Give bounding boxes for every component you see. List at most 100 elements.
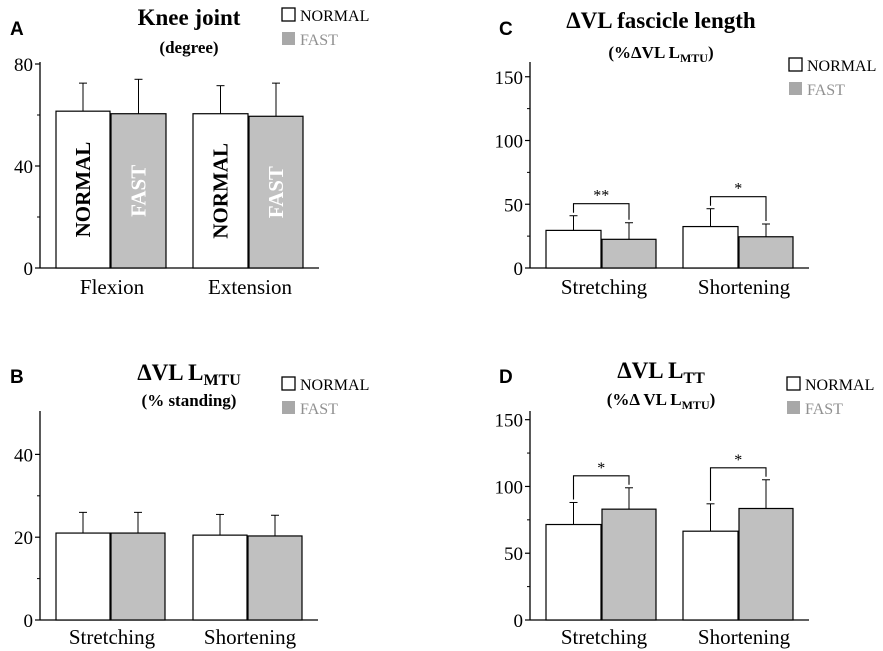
title-text: ΔVL fascicle length: [566, 8, 756, 33]
panel-title: ΔVL LMTU: [137, 360, 241, 389]
category-label: Extension: [208, 275, 292, 299]
legend-swatch-fast: [282, 32, 295, 45]
y-tick-label: 50: [504, 195, 523, 216]
legend-swatch-normal: [788, 57, 803, 72]
bar-fast-stretching: [110, 532, 166, 621]
category-label: Stretching: [561, 275, 648, 299]
y-tick-label: 150: [495, 411, 524, 432]
y-tick-label: 80: [14, 55, 33, 76]
significance-marker: *: [734, 181, 742, 198]
panel-subtitle: (% standing): [142, 391, 237, 410]
bar-text-normal-flexion: NORMAL: [71, 142, 95, 238]
bar-text-normal-extension: NORMAL: [209, 143, 233, 239]
legend-label-normal: NORMAL: [805, 377, 874, 394]
panel-a: A Knee joint (degree) NORMAL FAST 0 40 80 NORMAL…: [10, 5, 369, 299]
legend-swatch-fast: [787, 401, 800, 414]
bar-fast-flexion: [110, 113, 167, 269]
legend-label-fast: FAST: [300, 401, 338, 418]
bar-fast-extension: [248, 115, 304, 269]
legend-label-fast: FAST: [805, 401, 843, 418]
title-subscript: TT: [683, 370, 705, 387]
legend-swatch-normal: [281, 7, 296, 22]
legend-swatch-normal: [786, 376, 801, 391]
significance-marker: **: [593, 188, 609, 205]
legend: NORMAL FAST: [281, 7, 369, 49]
significance-marker: *: [597, 460, 605, 477]
legend: NORMAL FAST: [788, 57, 876, 99]
y-tick-label: 20: [14, 528, 33, 549]
legend: NORMAL FAST: [786, 376, 874, 418]
legend-swatch-normal: [281, 376, 296, 391]
panel-subtitle: (%Δ VL LMTU): [607, 390, 716, 412]
bar-fast-stretching: [601, 508, 657, 621]
legend-label-normal: NORMAL: [807, 58, 876, 75]
bar-normal-stretching: [545, 523, 602, 621]
subtitle-text: (% standing): [142, 391, 237, 410]
y-tick-label: 100: [495, 132, 524, 153]
bar-text-fast-flexion: FAST: [127, 165, 151, 217]
subtitle-end: ): [708, 43, 714, 62]
y-tick-label: 0: [514, 259, 524, 280]
bar-normal-stretching: [545, 229, 602, 269]
subtitle-end: ): [710, 390, 716, 409]
y-tick-label: 150: [495, 68, 524, 89]
panel-d: D ΔVL LTT(%Δ VL LMTU)NORMALFAST050100150S…: [495, 358, 875, 649]
subtitle-text: (%Δ VL L: [607, 390, 682, 409]
y-tick-label: 0: [24, 259, 34, 280]
bar-fast-stretching: [601, 238, 657, 269]
title-subscript: MTU: [203, 372, 241, 389]
y-tick-label: 0: [514, 611, 524, 632]
panel-b: B ΔVL LMTU (% standing) NORMAL FAST 0 20 40 Stre…: [10, 360, 369, 649]
legend-label-normal: NORMAL: [300, 8, 369, 25]
bar-fast-shortening: [738, 236, 794, 269]
category-label: Shortening: [698, 625, 791, 649]
bar-normal-stretching: [55, 532, 111, 621]
category-label: Flexion: [80, 275, 145, 299]
panel-label: B: [10, 367, 24, 388]
bar-normal-flexion: [55, 110, 111, 269]
y-tick-label: 40: [14, 157, 33, 178]
y-tick-label: 40: [14, 445, 33, 466]
legend-swatch-fast: [789, 82, 802, 95]
title-text: ΔVL L: [617, 358, 683, 383]
panel-label: C: [499, 19, 513, 40]
panel-title: Knee joint: [138, 5, 241, 30]
y-tick-label: 0: [24, 611, 34, 632]
bar-text-fast-extension: FAST: [264, 166, 288, 218]
y-tick-label: 100: [495, 477, 524, 498]
significance-bracket: [709, 467, 767, 501]
legend-swatch-fast: [282, 401, 295, 414]
significance-bracket: [709, 196, 767, 222]
category-label: Shortening: [698, 275, 791, 299]
panel-label: D: [499, 367, 513, 388]
bar-normal-shortening: [682, 530, 739, 621]
subtitle-subscript: MTU: [682, 398, 710, 412]
bar-fast-shortening: [247, 535, 303, 621]
subtitle-subscript: MTU: [680, 51, 708, 65]
y-tick-label: 50: [504, 544, 523, 565]
bar-fast-shortening: [738, 507, 794, 621]
title-text: ΔVL L: [137, 360, 203, 385]
panel-title: ΔVL fascicle length: [566, 8, 756, 33]
legend-label-fast: FAST: [807, 82, 845, 99]
subtitle-text: (degree): [159, 38, 218, 57]
panel-subtitle: (degree): [159, 38, 218, 57]
panel-label: A: [10, 19, 24, 40]
legend-label-normal: NORMAL: [300, 377, 369, 394]
title-text: Knee joint: [138, 5, 241, 30]
category-label: Stretching: [561, 625, 648, 649]
panel-subtitle: (%ΔVL LMTU): [608, 43, 713, 65]
bar-normal-shortening: [192, 534, 248, 621]
significance-bracket: [572, 475, 630, 500]
category-label: Shortening: [204, 625, 297, 649]
panel-title: ΔVL LTT: [617, 358, 705, 387]
significance-bracket: [572, 203, 630, 220]
panel-c: C ΔVL fascicle length (%ΔVL LMTU) NORMAL FAS…: [495, 8, 877, 299]
bar-normal-extension: [192, 113, 249, 269]
significance-marker: *: [734, 452, 742, 469]
legend-label-fast: FAST: [300, 32, 338, 49]
bar-normal-shortening: [682, 225, 739, 269]
category-label: Stretching: [69, 625, 156, 649]
subtitle-text: (%ΔVL L: [608, 43, 680, 62]
